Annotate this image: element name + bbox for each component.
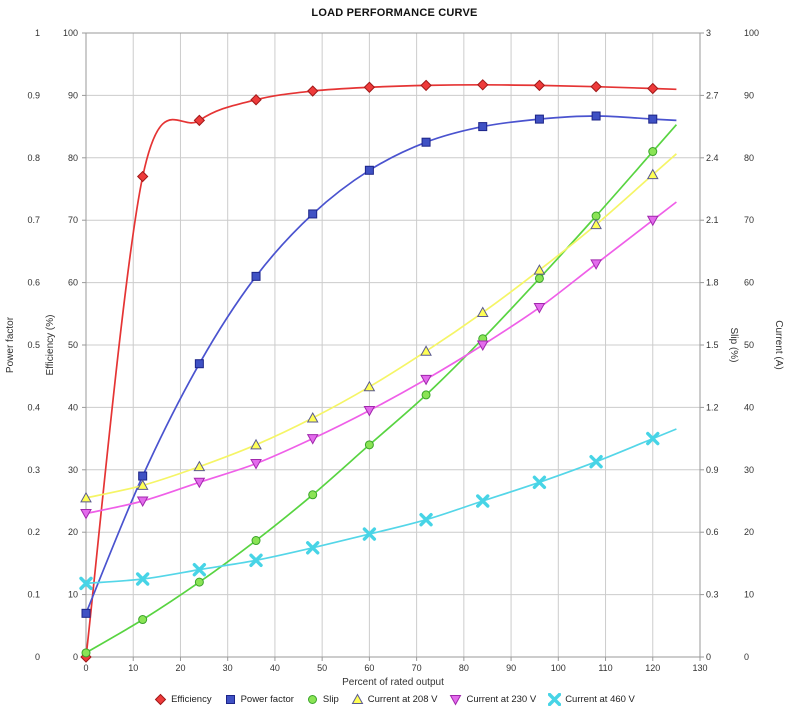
tick-label: 80 — [744, 153, 754, 163]
series-power-factor — [81, 111, 677, 618]
tick-label: 100 — [63, 28, 78, 38]
legend-item-current-at-460-v: Current at 460 V — [548, 693, 635, 706]
tick-label: 50 — [744, 340, 754, 350]
tick-label: 60 — [364, 663, 374, 673]
tick-label: 120 — [645, 663, 660, 673]
tick-label: 0.1 — [27, 590, 40, 600]
legend-label: Efficiency — [171, 694, 212, 705]
tick-label: 60 — [744, 278, 754, 288]
slip-marker-icon — [307, 695, 317, 704]
current-at-460-v-marker-icon — [548, 693, 562, 706]
slip-axis-title: Slip (%) — [728, 327, 739, 362]
series-line — [85, 115, 677, 614]
legend: Efficiency Power factor Slip Current at 208… — [0, 693, 789, 706]
tick-label: 40 — [270, 663, 280, 673]
tick-label: 80 — [459, 663, 469, 673]
series-efficiency — [80, 79, 677, 663]
legend-label: Slip — [322, 694, 339, 705]
tick-label: 50 — [317, 663, 327, 673]
tick-label: 0.3 — [27, 465, 40, 475]
efficiency-axis-title: Efficiency (%) — [45, 315, 56, 376]
series-line — [85, 201, 677, 515]
tick-label: 70 — [68, 215, 78, 225]
axis-ticks: 0 10 20 30 40 50 60 70 80 90 100 110 120 13000.10.20.… — [27, 28, 759, 673]
tick-label: 0.9 — [706, 465, 719, 475]
tick-label: 0.9 — [27, 90, 40, 100]
tick-label: 90 — [68, 90, 78, 100]
tick-label: 70 — [744, 215, 754, 225]
tick-label: 30 — [223, 663, 233, 673]
tick-label: 1.2 — [706, 402, 719, 412]
tick-label: 0 — [706, 652, 711, 662]
x-axis-title: Percent of rated output — [342, 677, 444, 688]
power-factor-axis-title: Power factor — [5, 316, 16, 373]
tick-label: 10 — [68, 590, 78, 600]
current-axis-title: Current (A) — [773, 320, 784, 369]
tick-label: 0.6 — [706, 527, 719, 537]
current-at-208-v-marker-icon — [351, 693, 364, 704]
tick-label: 20 — [68, 527, 78, 537]
legend-label: Current at 208 V — [367, 694, 438, 705]
tick-label: 0.4 — [27, 402, 40, 412]
tick-label: 20 — [744, 527, 754, 537]
current-at-230-v-marker-icon — [450, 695, 462, 706]
tick-label: 0.8 — [27, 153, 40, 163]
tick-label: 1.5 — [706, 340, 719, 350]
tick-label: 0 — [744, 652, 749, 662]
tick-label: 100 — [551, 663, 566, 673]
tick-label: 2.1 — [706, 215, 719, 225]
tick-label: 0.3 — [706, 590, 719, 600]
tick-label: 3 — [706, 28, 711, 38]
series-current-at-230-v — [80, 201, 677, 520]
chart-title: LOAD PERFORMANCE CURVE — [311, 7, 478, 19]
power-factor-marker-icon — [225, 695, 235, 704]
series-line — [85, 428, 677, 585]
tick-label: 0 — [83, 663, 88, 673]
series-current-at-460-v — [79, 428, 677, 591]
tick-label: 0.7 — [27, 215, 40, 225]
efficiency-marker-icon — [154, 693, 167, 706]
series-line — [85, 153, 677, 499]
legend-item-efficiency: Efficiency — [154, 693, 212, 706]
tick-label: 110 — [598, 663, 612, 673]
tick-label: 130 — [692, 663, 707, 673]
tick-label: 2.7 — [706, 90, 719, 100]
tick-label: 30 — [744, 465, 754, 475]
series-slip — [81, 124, 678, 658]
legend-item-current-at-208-v: Current at 208 V — [351, 693, 438, 706]
tick-label: 1 — [35, 28, 40, 38]
tick-label: 1.8 — [706, 278, 719, 288]
legend-item-slip: Slip — [306, 693, 339, 706]
tick-label: 0.5 — [27, 340, 40, 350]
series-current-at-208-v — [80, 153, 677, 503]
tick-label: 80 — [68, 153, 78, 163]
legend-label: Power factor — [240, 694, 294, 705]
tick-label: 10 — [128, 663, 138, 673]
tick-label: 60 — [68, 278, 78, 288]
tick-label: 0 — [73, 652, 78, 662]
tick-label: 40 — [68, 402, 78, 412]
tick-label: 0.6 — [27, 278, 40, 288]
series-line — [85, 83, 677, 658]
legend-label: Current at 230 V — [466, 694, 537, 705]
tick-label: 100 — [744, 28, 759, 38]
tick-label: 20 — [175, 663, 185, 673]
tick-label: 10 — [744, 590, 754, 600]
legend-item-power-factor: Power factor — [224, 693, 294, 706]
tick-label: 30 — [68, 465, 78, 475]
tick-label: 90 — [506, 663, 516, 673]
gridlines — [85, 32, 701, 658]
tick-label: 70 — [412, 663, 422, 673]
tick-label: 2.4 — [706, 153, 719, 163]
tick-label: 90 — [744, 90, 754, 100]
tick-label: 0 — [35, 652, 40, 662]
legend-label: Current at 460 V — [565, 694, 635, 705]
tick-label: 40 — [744, 402, 754, 412]
legend-item-current-at-230-v: Current at 230 V — [449, 693, 536, 706]
tick-label: 50 — [68, 340, 78, 350]
tick-label: 0.2 — [27, 527, 40, 537]
